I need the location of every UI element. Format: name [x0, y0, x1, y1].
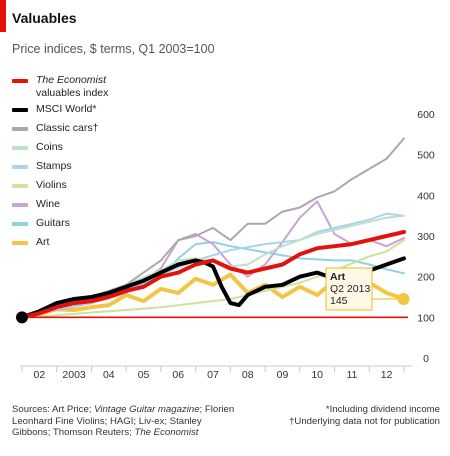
legend-item-stamps: Stamps: [12, 160, 72, 173]
y-tick-label-500: 500: [417, 150, 435, 162]
legend-swatch: [12, 241, 28, 245]
legend-item-wine: Wine: [12, 198, 60, 211]
footnote-dividend: *Including dividend income: [325, 404, 440, 415]
sources-italic-vintage-guitar: Vintage Guitar magazine: [94, 404, 200, 415]
x-tick-label-06: 06: [172, 369, 184, 381]
art-annotation-period: Q2 2013: [330, 283, 370, 295]
legend-swatch: [12, 127, 28, 131]
legend-label: Art: [36, 236, 50, 248]
sources-mid: ; Florien Leonhard Fine Violins; HAGI; L…: [12, 404, 235, 439]
footnotes: *Including dividend income †Underlying d…: [240, 404, 440, 427]
art-end-point: [397, 293, 410, 306]
x-tick-label-05: 05: [138, 369, 150, 381]
legend-label: MSCI World*: [36, 103, 97, 115]
y-tick-label-100: 100: [417, 312, 435, 324]
legend-item-violins: Violins: [12, 179, 67, 192]
legend-label: Coins: [36, 141, 63, 153]
legend-item-guitars: Guitars: [12, 217, 70, 230]
legend-label: Stamps: [36, 160, 72, 172]
y-tick-label-600: 600: [417, 109, 435, 121]
legend-label: Guitars: [36, 217, 70, 229]
accent-bar: [0, 0, 6, 32]
legend-item-the-economist: The Economist valuables index: [12, 74, 108, 100]
legend-swatch: [12, 165, 28, 169]
legend-item-msci-world: MSCI World*: [12, 103, 96, 116]
legend-swatch: [12, 184, 28, 188]
chart-title: Valuables: [12, 10, 77, 26]
legend-swatch: [12, 146, 28, 150]
y-tick-label-300: 300: [417, 231, 435, 243]
x-tick-label-11: 11: [346, 369, 357, 381]
legend-item-art: Art: [12, 236, 49, 249]
chart-subtitle: Price indices, $ terms, Q1 2003=100: [12, 42, 215, 56]
legend-swatch: [12, 203, 28, 207]
y-tick-label-400: 400: [417, 190, 435, 202]
legend-label: The Economist valuables index: [36, 74, 109, 99]
legend-swatch: [12, 222, 28, 226]
x-tick-label-07: 07: [207, 369, 219, 381]
x-tick-label-12: 12: [381, 369, 393, 381]
legend-swatch: [12, 108, 28, 112]
legend-label: Classic cars†: [36, 122, 99, 134]
x-tick-label-08: 08: [242, 369, 254, 381]
legend-label: Wine: [36, 198, 60, 210]
sources-prefix: Sources: Art Price;: [12, 404, 95, 415]
legend-label: Violins: [36, 179, 67, 191]
x-tick-label-02: 02: [34, 369, 46, 381]
series-line-the-economist-valuables-index: [20, 229, 406, 320]
legend-item-classic-cars: Classic cars†: [12, 122, 98, 135]
sources-italic-economist: The Economist: [134, 427, 199, 439]
sources-note: Sources: Art Price; Vintage Guitar magaz…: [12, 404, 242, 439]
y-tick-label-0: 0: [423, 353, 429, 365]
x-tick-label-10: 10: [311, 369, 323, 381]
art-annotation-box: [325, 267, 373, 311]
x-tick-label-09: 09: [277, 369, 289, 381]
y-tick-label-200: 200: [417, 272, 435, 284]
legend-item-coins: Coins: [12, 141, 63, 154]
art-annotation-label: Art: [330, 271, 346, 283]
art-annotation-value: 145: [330, 295, 348, 307]
footnote-underlying-data: †Underlying data not for publication: [289, 415, 440, 427]
x-tick-label-04: 04: [103, 369, 115, 381]
legend-swatch: [12, 79, 28, 83]
x-tick-label-2003: 2003: [62, 369, 86, 381]
origin-point: [16, 311, 28, 324]
